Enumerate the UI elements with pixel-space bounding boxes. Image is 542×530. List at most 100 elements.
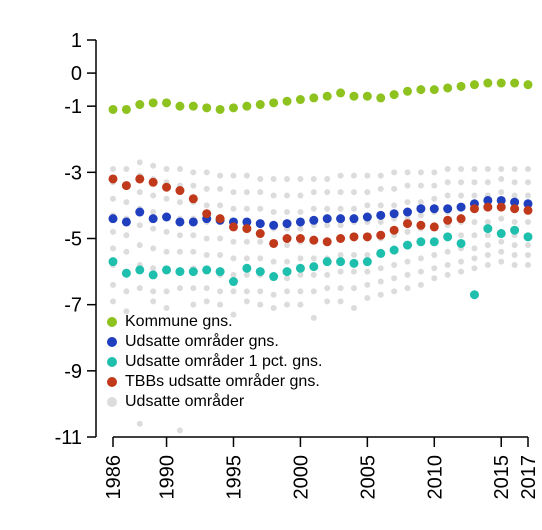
point <box>270 304 277 311</box>
point <box>498 189 505 196</box>
point <box>431 195 438 202</box>
point <box>203 285 210 292</box>
point <box>484 261 491 268</box>
point <box>242 224 252 234</box>
point <box>456 81 466 91</box>
point <box>215 214 225 224</box>
point <box>350 189 357 196</box>
point <box>108 104 118 114</box>
point <box>364 268 371 275</box>
point <box>404 285 411 292</box>
point <box>257 301 264 308</box>
point <box>270 258 277 265</box>
point <box>350 268 357 275</box>
point <box>150 192 157 199</box>
point <box>511 166 518 173</box>
point <box>136 285 143 292</box>
point <box>444 271 451 278</box>
point <box>458 192 465 199</box>
point <box>350 252 357 259</box>
point <box>444 179 451 186</box>
point <box>471 245 478 252</box>
point <box>389 90 399 100</box>
point <box>376 230 386 240</box>
point <box>150 288 157 295</box>
legend-label: TBBs udsatte områder gns. <box>125 372 320 390</box>
point <box>203 252 210 259</box>
y-tick-label: -7 <box>64 295 82 317</box>
legend-label: Udsatte områder 1 pct. gns. <box>125 352 322 370</box>
point <box>336 88 346 98</box>
point <box>324 222 331 229</box>
point <box>255 100 265 110</box>
point <box>217 185 224 192</box>
point <box>243 288 250 295</box>
point <box>123 199 130 206</box>
x-tick-label: 2005 <box>357 455 379 500</box>
point <box>190 301 197 308</box>
point <box>322 257 332 267</box>
point <box>444 166 451 173</box>
point <box>416 237 426 247</box>
point <box>162 265 172 275</box>
point <box>483 78 493 88</box>
point <box>136 222 143 229</box>
point <box>458 179 465 186</box>
point <box>110 245 116 252</box>
point <box>417 255 424 262</box>
point <box>510 204 520 214</box>
point <box>123 232 130 239</box>
point <box>163 228 170 235</box>
point <box>404 258 411 265</box>
point <box>377 265 384 272</box>
point <box>403 86 413 96</box>
point <box>309 262 319 272</box>
point <box>471 179 478 186</box>
point <box>110 281 116 288</box>
point <box>175 267 185 277</box>
point <box>469 290 479 300</box>
point <box>295 234 305 243</box>
point <box>243 255 250 262</box>
legend-label: Kommune gns. <box>125 313 233 330</box>
point <box>456 202 466 212</box>
point <box>484 242 491 249</box>
legend-marker <box>107 337 117 347</box>
x-tick-label: 2015 <box>491 455 513 500</box>
point <box>324 175 331 182</box>
point <box>202 265 212 275</box>
point <box>108 257 118 267</box>
point <box>364 172 371 179</box>
point <box>458 258 465 265</box>
point <box>350 172 357 179</box>
point <box>484 252 491 259</box>
point <box>496 202 506 212</box>
point <box>511 261 518 268</box>
point <box>443 215 453 225</box>
point <box>297 288 304 295</box>
point <box>391 185 398 192</box>
point <box>190 232 197 239</box>
point <box>404 169 411 176</box>
point <box>391 288 398 295</box>
point <box>257 205 264 212</box>
point <box>404 199 411 206</box>
point <box>297 255 304 262</box>
point <box>136 420 143 427</box>
point <box>322 91 332 101</box>
point <box>404 271 411 278</box>
point <box>324 271 331 278</box>
point <box>284 258 291 265</box>
point <box>297 175 304 182</box>
point <box>443 83 453 93</box>
point <box>310 271 317 278</box>
point <box>269 98 279 108</box>
point <box>121 217 131 227</box>
point <box>337 189 344 196</box>
point <box>242 101 252 111</box>
point <box>391 202 398 209</box>
legend-marker <box>107 357 117 367</box>
point <box>417 169 424 176</box>
point <box>257 255 264 262</box>
point <box>403 240 413 250</box>
